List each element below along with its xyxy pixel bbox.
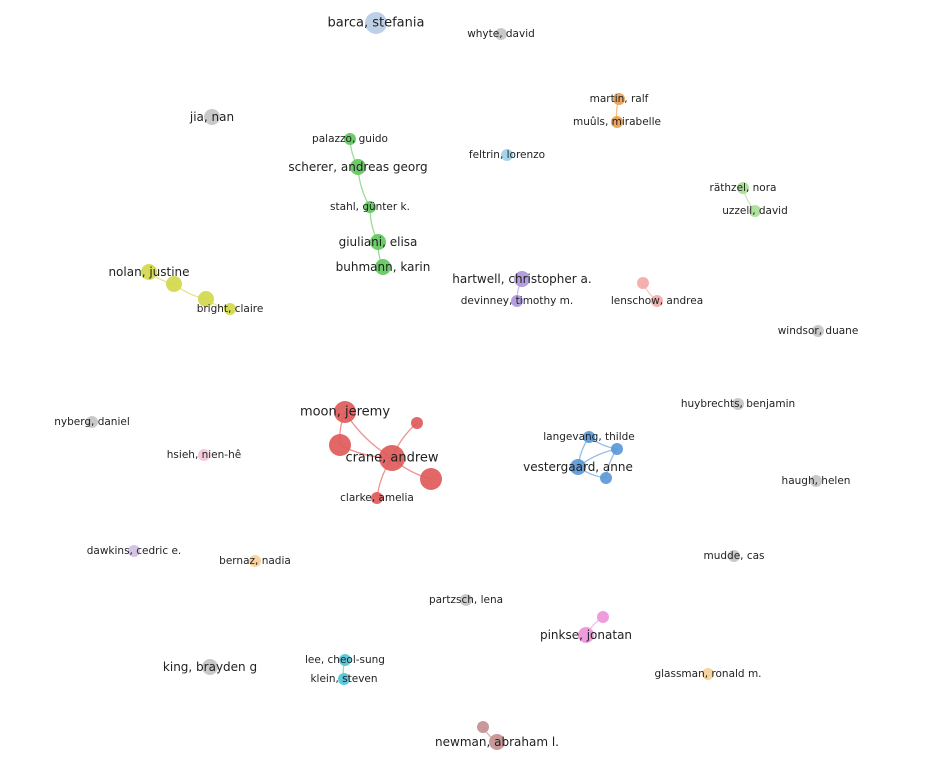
node-langevang[interactable] — [583, 431, 595, 443]
label-giuliani: giuliani, elisa — [339, 235, 418, 249]
node-hsieh[interactable] — [198, 449, 210, 461]
node-moon[interactable] — [334, 401, 356, 423]
node-windsor[interactable] — [812, 325, 824, 337]
node-nolan[interactable] — [141, 264, 157, 280]
node-bright[interactable] — [224, 303, 236, 315]
node-martin[interactable] — [613, 93, 625, 105]
label-barca: barca, stefania — [328, 16, 425, 31]
node-nyberg[interactable] — [86, 416, 98, 428]
node-lenschow[interactable] — [651, 295, 663, 307]
label-rathzel: räthzel, nora — [710, 182, 777, 194]
label-newman: newman, abraham l. — [435, 735, 559, 749]
node-crane[interactable] — [379, 445, 405, 471]
label-scherer: scherer, andreas georg — [288, 160, 427, 174]
node-whyte[interactable] — [495, 28, 507, 40]
label-buhmann: buhmann, karin — [336, 260, 431, 274]
node-mudde[interactable] — [728, 550, 740, 562]
node-mag1[interactable] — [597, 611, 609, 623]
label-lee: lee, cheol-sung — [305, 654, 385, 666]
label-uzzell: uzzell, david — [722, 205, 788, 217]
node-huybrechts[interactable] — [732, 398, 744, 410]
node-yel1[interactable] — [166, 276, 182, 292]
label-hsieh: hsieh, nien-hê — [167, 449, 241, 461]
node-bro1[interactable] — [477, 721, 489, 733]
node-palazzo[interactable] — [344, 133, 356, 145]
label-bernaz: bernaz, nadia — [219, 555, 291, 567]
label-stahl: stahl, günter k. — [330, 201, 410, 213]
node-barca[interactable] — [365, 12, 387, 34]
node-stahl[interactable] — [364, 201, 376, 213]
label-king: king, brayden g — [163, 660, 257, 674]
label-klein: klein, steven — [310, 673, 377, 685]
node-uzzell[interactable] — [749, 205, 761, 217]
edge-layer — [148, 98, 756, 743]
label-muuls: muûls, mirabelle — [573, 116, 661, 128]
node-glassman[interactable] — [702, 668, 714, 680]
node-klein[interactable] — [338, 673, 350, 685]
label-devinney: devinney, timothy m. — [461, 295, 574, 307]
node-giuliani[interactable] — [370, 234, 386, 250]
node-feltrin[interactable] — [501, 149, 513, 161]
node-blu2[interactable] — [600, 472, 612, 484]
node-blu1[interactable] — [611, 443, 623, 455]
node-dawkins[interactable] — [128, 545, 140, 557]
label-layer: barca, stefania whyte, david martin, ralf m… — [54, 16, 858, 750]
label-vestergaard: vestergaard, anne — [523, 460, 633, 474]
node-clarke[interactable] — [371, 492, 383, 504]
label-whyte: whyte, david — [467, 28, 535, 40]
label-glassman: glassman, ronald m. — [654, 668, 761, 680]
label-lenschow: lenschow, andrea — [611, 295, 703, 307]
node-newman[interactable] — [489, 734, 505, 750]
node-red2[interactable] — [329, 434, 351, 456]
label-moon: moon, jeremy — [300, 405, 390, 420]
node-haugh[interactable] — [810, 475, 822, 487]
label-nyberg: nyberg, daniel — [54, 416, 130, 428]
label-partzsch: partzsch, lena — [429, 594, 503, 606]
node-red1[interactable] — [411, 417, 423, 429]
node-king[interactable] — [202, 659, 218, 675]
node-bernaz[interactable] — [249, 555, 261, 567]
node-jia[interactable] — [204, 109, 220, 125]
label-mudde: mudde, cas — [703, 550, 764, 562]
label-martin: martin, ralf — [590, 93, 649, 105]
label-langevang: langevang, thilde — [543, 431, 635, 443]
node-red3[interactable] — [420, 468, 442, 490]
node-muuls[interactable] — [611, 116, 623, 128]
label-feltrin: feltrin, lorenzo — [469, 149, 545, 161]
node-rathzel[interactable] — [737, 182, 749, 194]
node-sal1[interactable] — [637, 277, 649, 289]
label-dawkins: dawkins, cedric e. — [87, 545, 182, 557]
node-buhmann[interactable] — [375, 259, 391, 275]
node-pinkse[interactable] — [578, 627, 594, 643]
label-nolan: nolan, justine — [108, 265, 189, 279]
node-lee[interactable] — [339, 654, 351, 666]
label-hartwell: hartwell, christopher a. — [452, 272, 591, 286]
label-windsor: windsor, duane — [778, 325, 859, 337]
node-layer — [86, 12, 824, 750]
label-clarke: clarke, amelia — [340, 492, 414, 504]
label-jia: jia, nan — [189, 110, 234, 124]
label-pinkse: pinkse, jonatan — [540, 628, 632, 642]
label-palazzo: palazzo, guido — [312, 133, 388, 145]
node-partzsch[interactable] — [460, 594, 472, 606]
node-vestergaard[interactable] — [570, 459, 586, 475]
node-yel2[interactable] — [198, 291, 214, 307]
node-scherer[interactable] — [350, 159, 366, 175]
label-haugh: haugh, helen — [782, 475, 851, 487]
label-huybrechts: huybrechts, benjamin — [681, 398, 795, 410]
node-devinney[interactable] — [511, 295, 523, 307]
label-crane: crane, andrew — [345, 451, 438, 466]
label-bright: bright, claire — [197, 303, 264, 315]
node-hartwell[interactable] — [514, 271, 530, 287]
